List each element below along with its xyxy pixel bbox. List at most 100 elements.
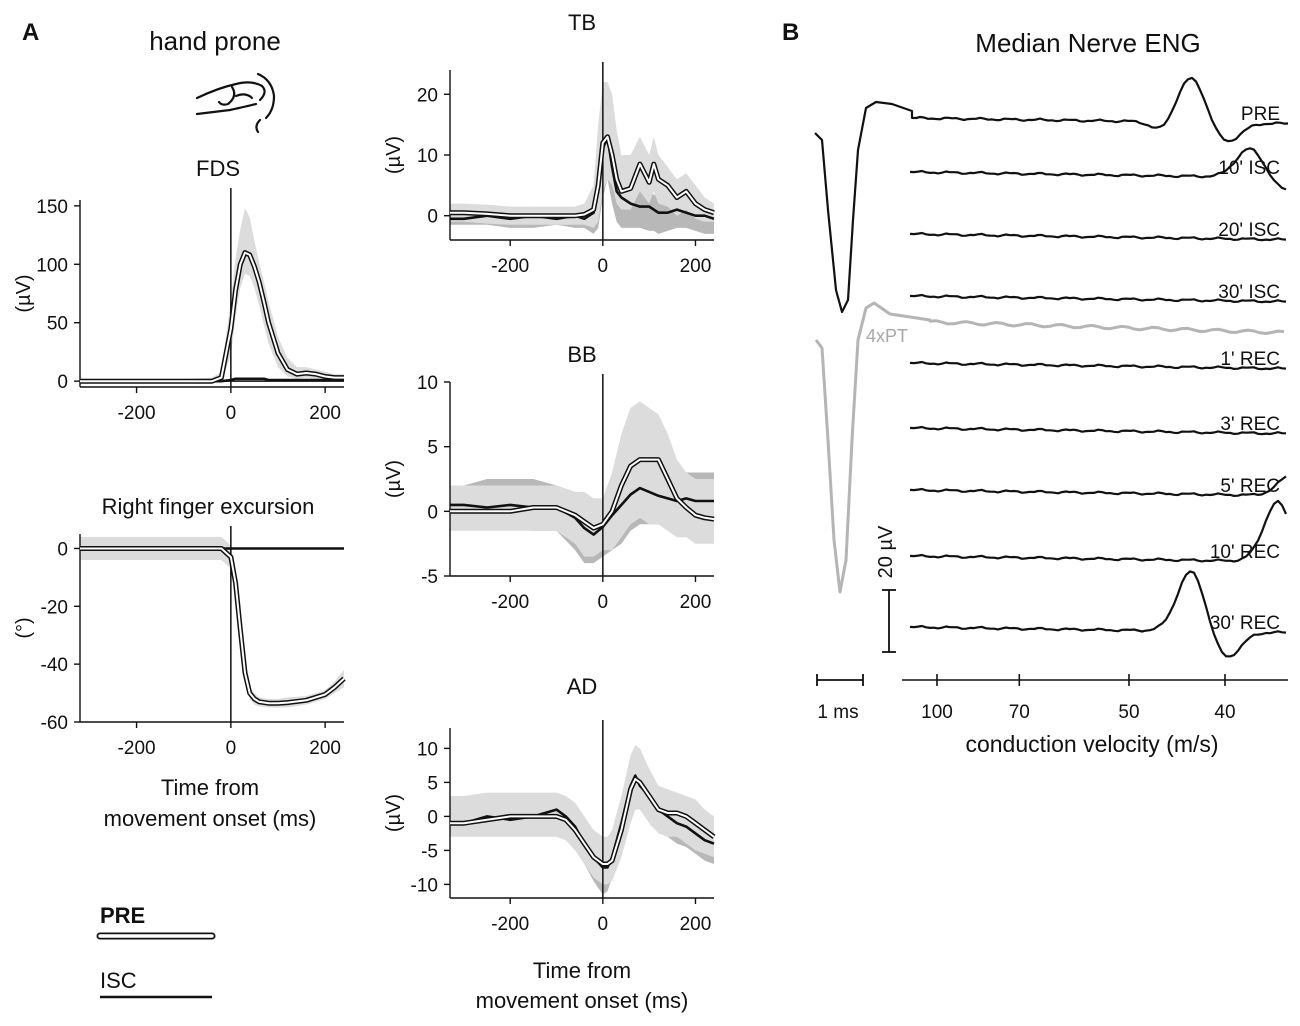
- eng-row-label: 30' REC: [1210, 613, 1280, 634]
- hand-label: hand prone: [149, 26, 281, 56]
- right-xlabel-line2: movement onset (ms): [476, 988, 689, 1013]
- stimulus-label: 4xPT: [866, 326, 908, 346]
- y-tick-label: -5: [421, 567, 438, 588]
- pre-line-core: [80, 547, 345, 705]
- y-tick-label: 10: [417, 146, 438, 167]
- x-tick-label: -200: [491, 592, 529, 613]
- pre-line-outline: [80, 250, 344, 384]
- chart-finger: Right finger excursion (°) 0 -20 -40 -60 -200 0…: [13, 494, 346, 759]
- left-xlabel-line1: Time from: [161, 775, 259, 800]
- y-tick-label: -10: [411, 875, 438, 896]
- y-tick-label: -40: [41, 655, 68, 676]
- x-tick-label: 200: [680, 256, 712, 277]
- pre-line-core: [450, 135, 715, 217]
- chart-fds: FDS (µV) 0 50 100 150 -200 0 200: [13, 156, 344, 424]
- pre-line-core: [80, 251, 344, 383]
- chart-title: BB: [567, 342, 596, 367]
- y-tick-label: 10: [417, 739, 438, 760]
- left-xlabel-line2: movement onset (ms): [104, 806, 317, 831]
- panel-b: B: [782, 19, 799, 46]
- pre-sd-band: [450, 82, 714, 228]
- y-tick-label: 100: [36, 255, 68, 276]
- chart-title: FDS: [196, 156, 240, 181]
- y-tick-label: 0: [427, 807, 438, 828]
- eng-trace: [909, 475, 1287, 497]
- velocity-tick-label: 50: [1118, 702, 1139, 723]
- pre-line-core: [450, 778, 715, 865]
- velocity-axis-label: conduction velocity (m/s): [965, 731, 1218, 757]
- y-tick-label: -60: [41, 713, 68, 734]
- y-tick-label: 0: [427, 502, 438, 523]
- eng-trace: [909, 360, 1287, 371]
- eng-trace: [909, 570, 1287, 658]
- stimulus-trace: [814, 301, 1285, 594]
- right-xlabel-line1: Time from: [533, 958, 631, 983]
- eng-row-label: 10' REC: [1210, 542, 1280, 563]
- time-scale-label: 1 ms: [817, 702, 858, 723]
- y-tick-label: 0: [57, 539, 68, 560]
- pre-sd-band: [80, 536, 344, 708]
- panel-a: A hand prone PRE ISC Time from movement …: [22, 19, 688, 1013]
- y-tick-label: -20: [41, 597, 68, 618]
- eng-trace: [909, 293, 1287, 304]
- x-tick-label: 0: [226, 738, 237, 759]
- x-tick-label: -200: [491, 256, 529, 277]
- chart-ad: AD (µV) -10 -5 0 5 10 -200 0 200: [383, 674, 716, 935]
- eng-row-label: 5' REC: [1220, 476, 1280, 497]
- pre-line-outline: [80, 546, 346, 706]
- eng-row-label: 10' ISC: [1218, 158, 1280, 179]
- velocity-tick-label: 100: [921, 702, 953, 723]
- velocity-tick-label: 70: [1009, 702, 1030, 723]
- x-tick-label: 0: [598, 592, 609, 613]
- y-axis-label: (°): [13, 617, 35, 638]
- x-tick-label: 200: [309, 403, 341, 424]
- legend-isc-label: ISC: [100, 968, 137, 993]
- chart-tb: TB (µV) 0 10 20 -200 0 200: [383, 10, 715, 277]
- hand-icon: [195, 72, 276, 134]
- chart-title: Right finger excursion: [102, 494, 315, 519]
- y-axis-label: (µV): [383, 794, 405, 832]
- x-tick-label: -200: [118, 403, 156, 424]
- x-tick-label: 0: [598, 914, 609, 935]
- chart-eng: Median Nerve ENG PRE 10' ISC 20' ISC 30' ISC…: [814, 28, 1289, 757]
- eng-row-label: 3' REC: [1220, 414, 1280, 435]
- y-axis-label: (µV): [13, 274, 35, 312]
- panel-label-b: B: [782, 19, 799, 46]
- legend-pre-label: PRE: [100, 903, 145, 928]
- pre-sd-band: [80, 208, 344, 384]
- eng-trace: [909, 231, 1287, 242]
- y-tick-label: 10: [417, 373, 438, 394]
- eng-trace: [909, 147, 1287, 191]
- x-tick-label: 200: [680, 592, 712, 613]
- y-axis-label: (µV): [383, 460, 405, 498]
- eng-trace: [909, 499, 1287, 563]
- y-tick-label: -5: [421, 841, 438, 862]
- x-tick-label: -200: [118, 738, 156, 759]
- chart-bb: BB (µV) -5 0 5 10 -200 0 200: [383, 342, 715, 613]
- x-tick-label: -200: [491, 914, 529, 935]
- amplitude-scale-label: 20 µV: [875, 525, 897, 578]
- x-tick-label: 0: [226, 403, 237, 424]
- y-axis-label: (µV): [383, 136, 405, 174]
- y-tick-label: 0: [57, 372, 68, 393]
- pre-line-core: [450, 458, 715, 530]
- eng-row-label: PRE: [1241, 104, 1280, 125]
- chart-title: AD: [567, 674, 598, 699]
- x-tick-label: 200: [309, 738, 341, 759]
- y-tick-label: 150: [36, 197, 68, 218]
- eng-trace: [814, 76, 1289, 314]
- y-tick-label: 5: [427, 773, 438, 794]
- chart-title: TB: [568, 10, 596, 35]
- y-tick-label: 0: [427, 207, 438, 228]
- velocity-tick-label: 40: [1214, 702, 1235, 723]
- y-tick-label: 50: [47, 314, 68, 335]
- pre-sd-band: [450, 745, 714, 885]
- eng-trace: [909, 425, 1287, 436]
- y-tick-label: 20: [417, 85, 438, 106]
- x-tick-label: 0: [598, 256, 609, 277]
- panel-label-a: A: [22, 19, 39, 46]
- x-tick-label: 200: [680, 914, 712, 935]
- pre-sd-band: [450, 401, 714, 557]
- y-tick-label: 5: [427, 438, 438, 459]
